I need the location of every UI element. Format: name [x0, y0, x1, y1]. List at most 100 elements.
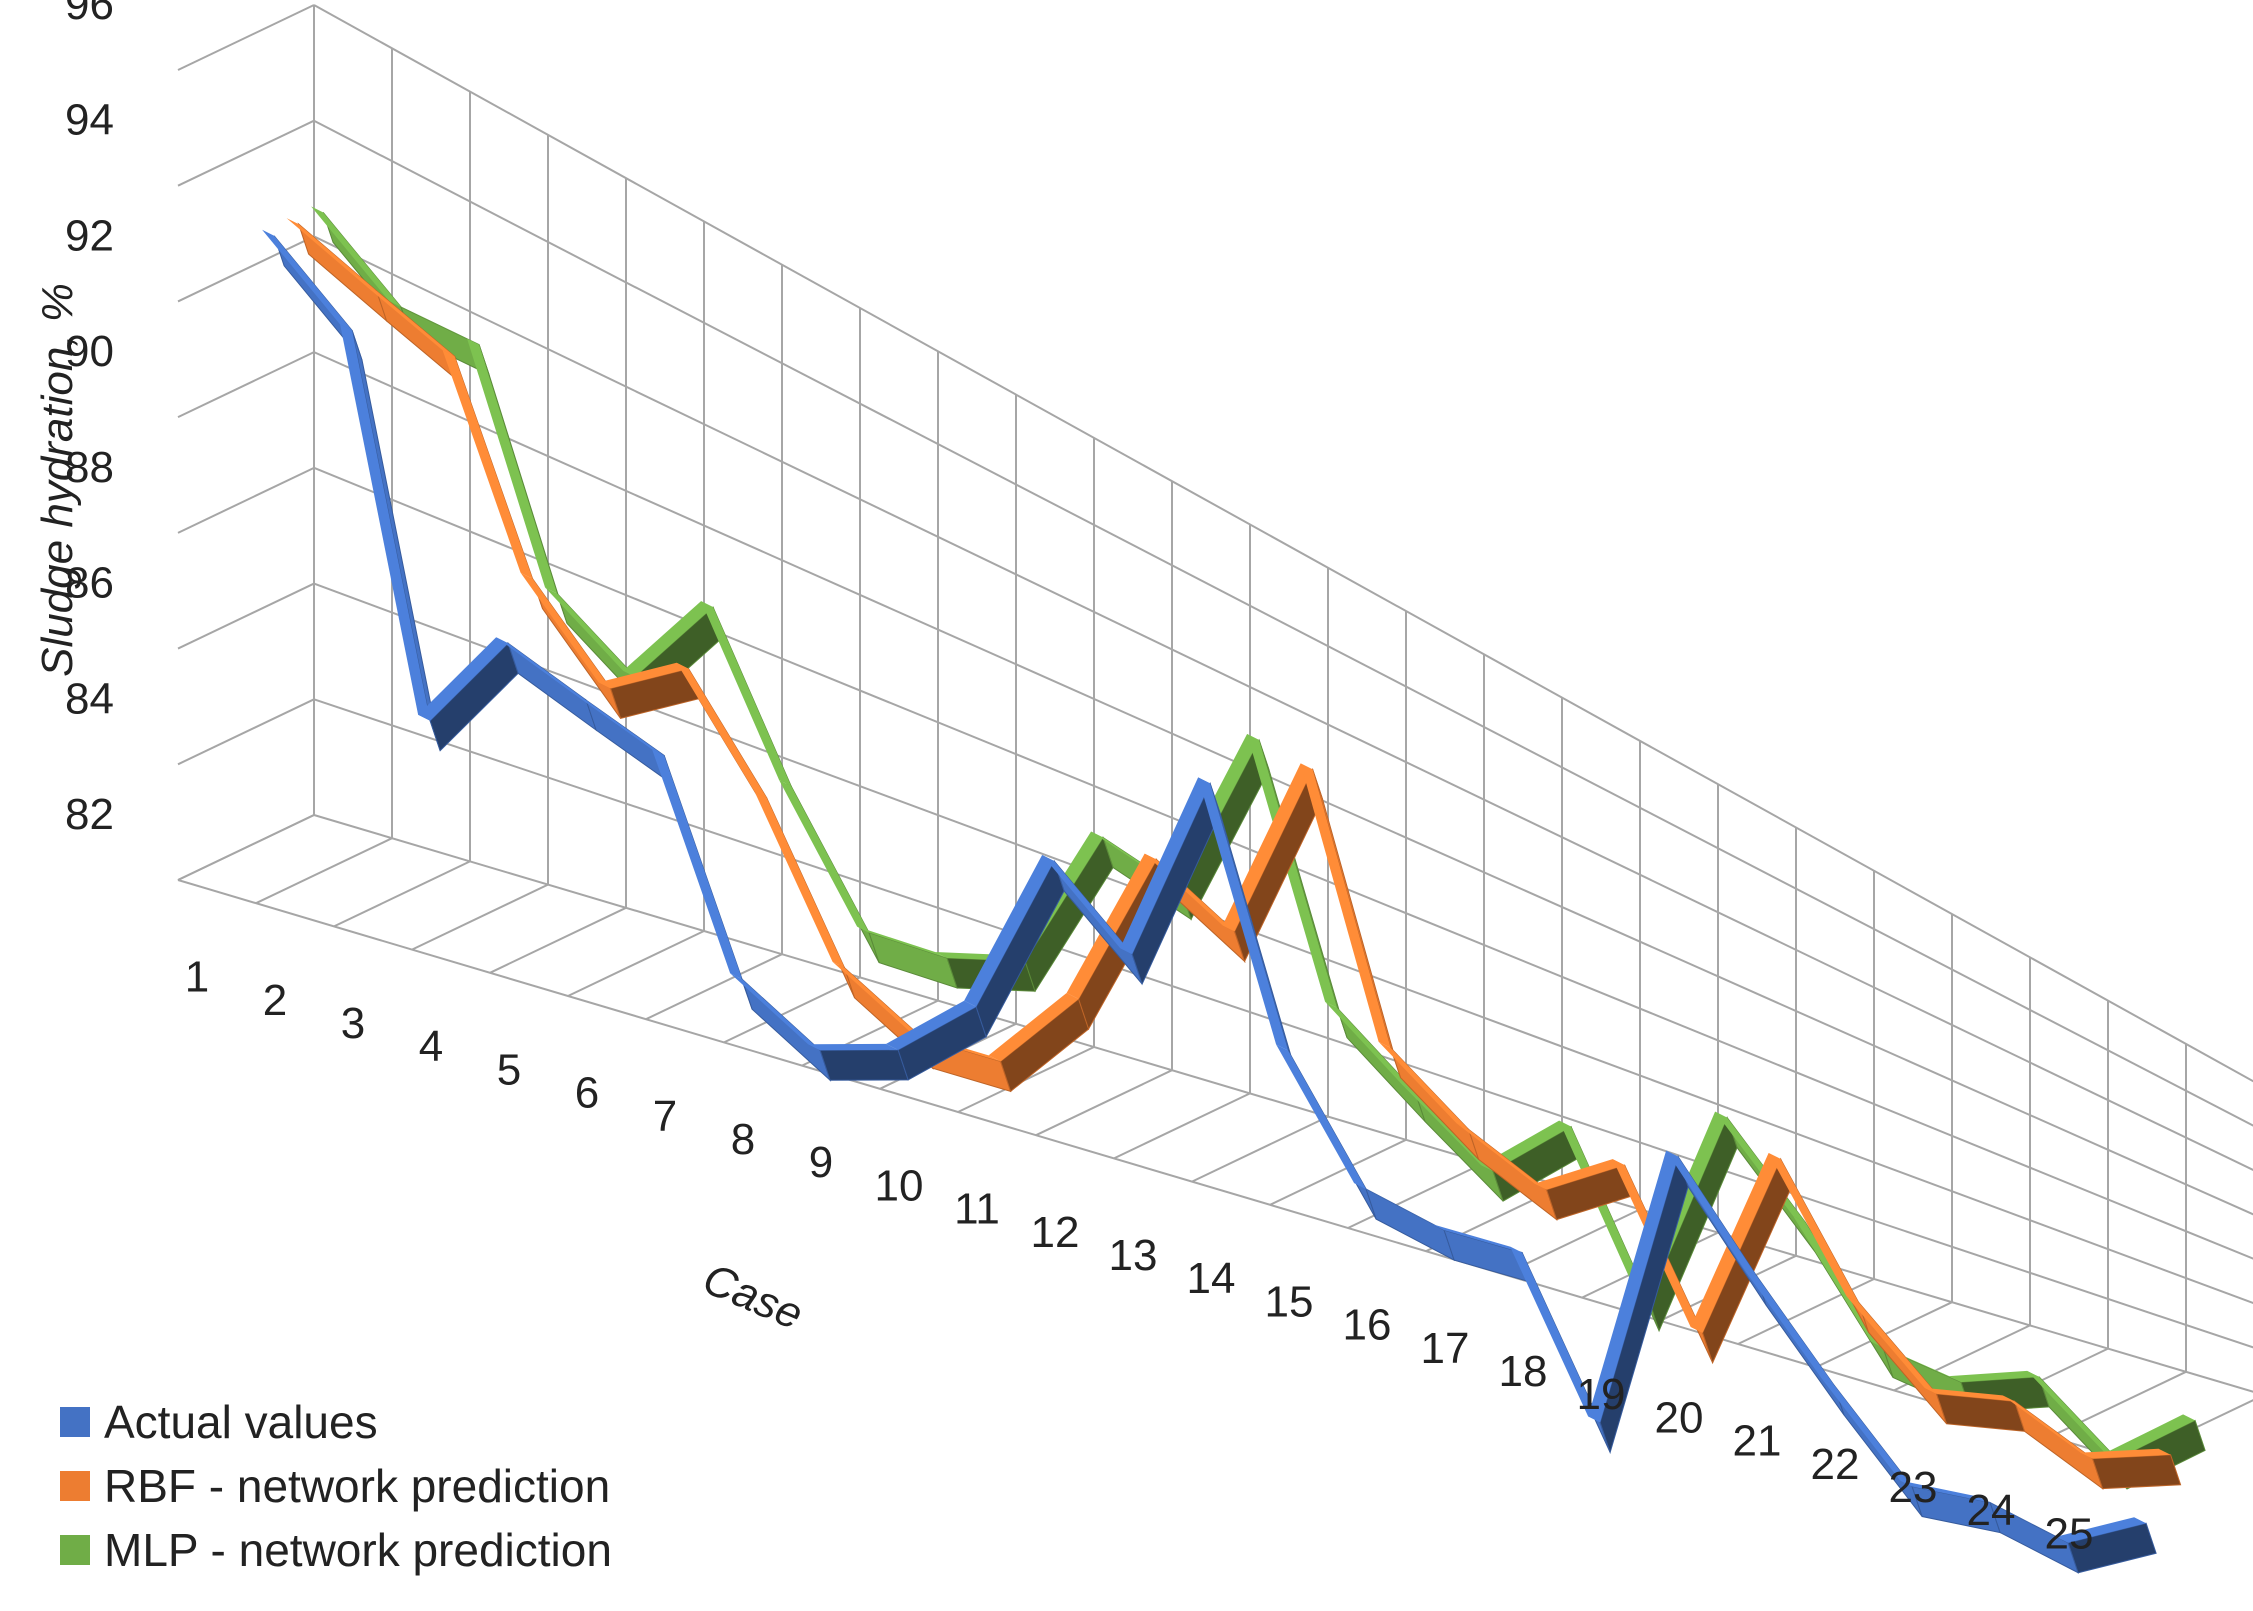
series-1-segment-top-22: [1924, 1387, 2015, 1402]
series-2-segment-top-6: [701, 601, 792, 786]
series-1-segment-top-5: [598, 662, 689, 689]
series-2-segment-top-4: [545, 587, 636, 677]
grid-line-floor-14: [1269, 1138, 1407, 1206]
floor-front-edge: [177, 879, 2129, 1461]
series-2-segment-top-13: [1247, 734, 1338, 1008]
x-tick-label-7: 7: [653, 1092, 677, 1141]
series-1-segment-top-23: [2002, 1395, 2093, 1459]
x-tick-label-5: 5: [497, 1045, 521, 1094]
series-2-segment-top-23: [2027, 1370, 2118, 1459]
series-0-segment-top-12: [1120, 777, 1211, 955]
y-tick-label-90: 90: [65, 327, 114, 376]
series-0-segment-15: [1365, 1188, 1455, 1262]
series-2-segment-top-14: [1325, 1001, 1416, 1092]
y-tick-label-84: 84: [65, 674, 114, 723]
x-tick-label-22: 22: [1811, 1440, 1860, 1489]
legend-swatch-rbf: [60, 1471, 90, 1501]
grid-line-floor-12: [1113, 1092, 1251, 1160]
x-tick-label-18: 18: [1499, 1347, 1548, 1396]
grid-line-floor-6: [645, 953, 783, 1021]
grid-line-side-4: [177, 351, 315, 419]
series-0-segment-top-18: [1588, 1150, 1679, 1423]
series-1-segment-top-11: [1066, 853, 1157, 1000]
grid-line-h-5: [313, 235, 2253, 1171]
x-tick-label-25: 25: [2045, 1509, 2094, 1558]
series-0-segment-top-15: [1354, 1183, 1445, 1231]
grid-line-h-6: [313, 119, 2253, 1127]
series-2-segment-top-17: [1559, 1120, 1650, 1301]
grid-line-h-4: [313, 351, 2253, 1216]
x-tick-label-19: 19: [1577, 1370, 1626, 1419]
x-tick-label-6: 6: [575, 1069, 599, 1118]
x-tick-label-11: 11: [954, 1185, 1000, 1234]
y-tick-label-82: 82: [65, 790, 114, 839]
series-0-segment-top-17: [1510, 1246, 1601, 1423]
legend-swatch-actual: [60, 1407, 90, 1437]
series-0-segment-top-19: [1666, 1150, 1757, 1276]
series-ribbons: [262, 206, 2206, 1574]
series-1-segment-top-20: [1768, 1152, 1859, 1303]
legend-item-rbf: RBF - network prediction: [60, 1454, 612, 1518]
series-2-segment-top-1: [311, 206, 402, 308]
grid-line-floor-7: [723, 976, 861, 1044]
series-1-segment-top-13: [1222, 763, 1313, 932]
series-0-segment-top-22: [1900, 1480, 1991, 1503]
grid-line-floor-0: [177, 814, 315, 881]
x-tick-label-9: 9: [809, 1138, 833, 1187]
grid-line-floor-2: [333, 860, 471, 928]
series-1-segment-top-4: [520, 572, 611, 689]
series-0-segment-top-20: [1744, 1269, 1835, 1386]
x-tick-label-12: 12: [1031, 1208, 1080, 1257]
x-tick-label-10: 10: [875, 1161, 924, 1210]
grid-line-floor-13: [1191, 1115, 1329, 1183]
grid-line-side-6: [177, 119, 315, 187]
series-2-segment-top-2: [389, 301, 480, 345]
series-2-segment-top-22: [1949, 1370, 2040, 1383]
grid-line-floor-15: [1347, 1162, 1485, 1229]
grid: [177, 4, 2253, 1461]
series-1-segment-top-1: [286, 218, 377, 291]
grid-line-floor-1: [255, 837, 393, 905]
series-1-segment-top-16: [1456, 1123, 1547, 1190]
series-1-segment-top-15: [1378, 1041, 1469, 1130]
series-1-segment-top-14: [1300, 763, 1391, 1048]
y-tick-label-96: 96: [65, 0, 114, 29]
series-0-segment-top-6: [652, 749, 743, 980]
series-2-segment-top-7: [779, 779, 870, 933]
grid-line-h-0: [313, 814, 2253, 1393]
legend-label-mlp: MLP - network prediction: [104, 1524, 612, 1576]
series-0-segment-2: [351, 330, 441, 751]
grid-line-side-2: [177, 582, 315, 650]
series-0-segment-top-2: [340, 324, 431, 721]
series-2-segment-top-5: [623, 601, 714, 677]
series-0-segment-top-13: [1198, 777, 1289, 1051]
grid-line-floor-11: [1035, 1069, 1173, 1137]
series-1-segment-top-24: [2080, 1448, 2171, 1459]
legend: Actual values RBF - network prediction M…: [60, 1390, 612, 1582]
series-0-segment-top-9: [886, 1000, 977, 1050]
y-axis-title: Sludge hydration, %: [33, 283, 82, 677]
grid-line-floor-4: [489, 906, 627, 974]
series-1-segment-top-8: [832, 961, 923, 1039]
series-1-segment-top-19: [1690, 1152, 1781, 1333]
series-ribbon-0: [262, 229, 2157, 1574]
series-0-segment-top-10: [964, 854, 1055, 1007]
series-1-segment-top-6: [676, 662, 767, 798]
x-tick-label-8: 8: [731, 1115, 755, 1164]
x-tick-label-3: 3: [341, 999, 365, 1048]
x-tick-label-23: 23: [1889, 1463, 1938, 1512]
series-0-segment-8: [819, 1049, 909, 1081]
series-0-segment-top-4: [496, 637, 587, 701]
y-tick-label-94: 94: [65, 96, 114, 145]
y-tick-label-86: 86: [65, 559, 114, 608]
series-1-segment-top-2: [364, 284, 455, 357]
series-2-segment-top-24: [2105, 1414, 2196, 1459]
x-tick-label-4: 4: [419, 1022, 443, 1071]
series-0-segment-top-1: [262, 229, 353, 331]
series-0-segment-top-14: [1276, 1044, 1367, 1190]
legend-swatch-mlp: [60, 1535, 90, 1565]
series-1-segment-top-7: [754, 791, 845, 968]
series-0-segment-top-11: [1042, 854, 1133, 955]
